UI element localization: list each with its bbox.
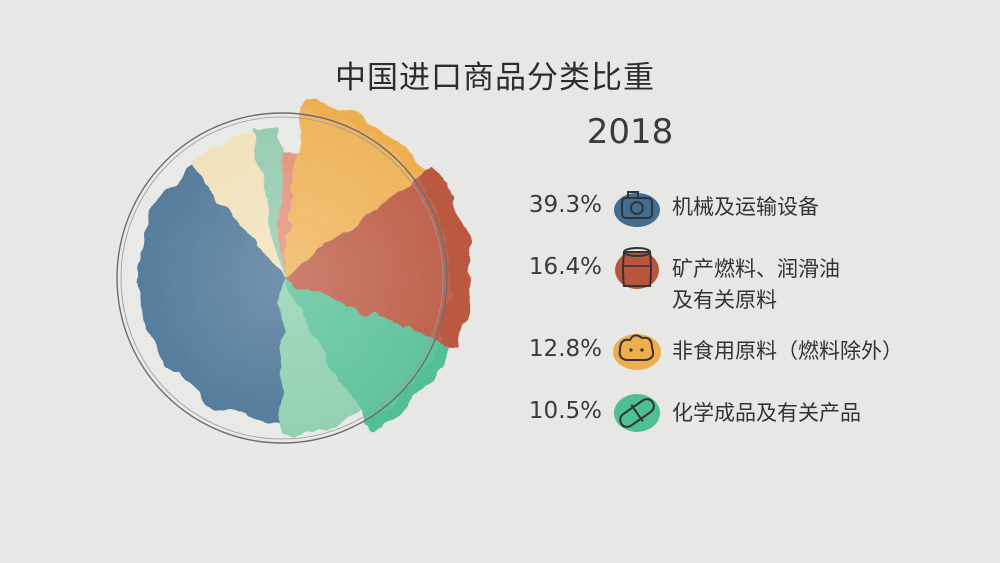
watercolor-wash: [114, 110, 450, 446]
legend-value: 10.5%: [528, 398, 602, 424]
pill-icon: [614, 394, 660, 432]
chart-title: 中国进口商品分类比重: [335, 60, 655, 96]
pie-outline-ring-inner: [120, 116, 444, 440]
pie-outline-ring: [116, 112, 448, 444]
legend-value: 16.4%: [528, 254, 602, 280]
legend-label: 化学成品及有关产品: [672, 401, 861, 425]
barrel-icon: [615, 247, 659, 289]
legend-label: 机械及运输设备: [672, 195, 819, 219]
legend-label: 非食用原料（燃料除外）: [672, 339, 903, 363]
legend-value: 39.3%: [528, 192, 602, 218]
camera-icon: [614, 191, 660, 227]
chart-year: 2018: [586, 112, 674, 152]
cotton-icon: [613, 334, 661, 370]
legend-value: 12.8%: [528, 336, 602, 362]
legend-label: 矿产燃料、润滑油 及有关原料: [672, 257, 840, 312]
